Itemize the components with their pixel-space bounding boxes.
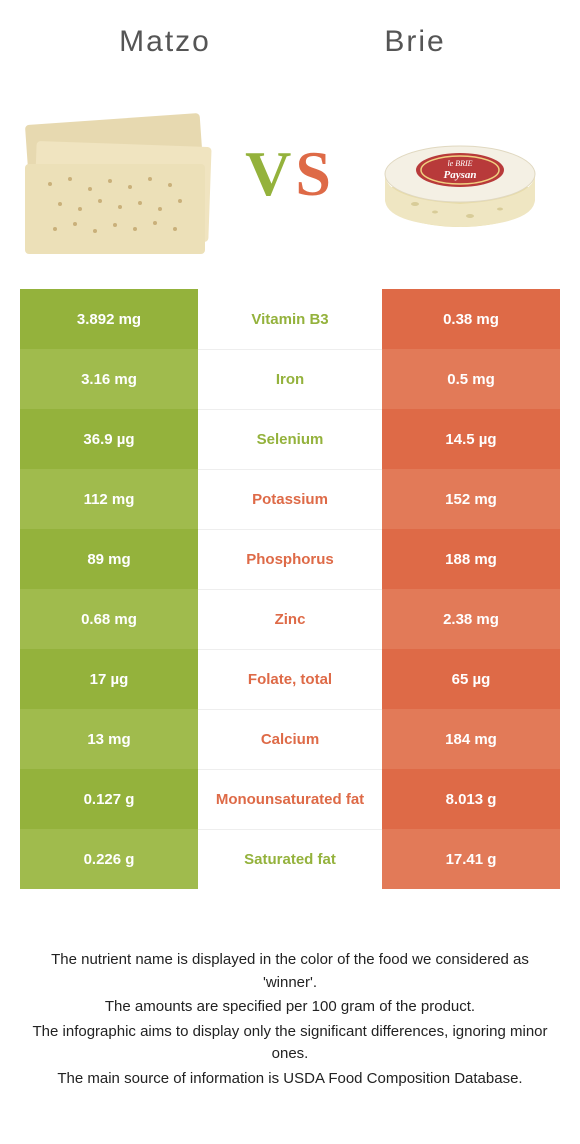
vs-s-letter: S (295, 138, 335, 209)
table-row: 112 mgPotassium152 mg (20, 469, 560, 529)
food-name-right: Brie (290, 25, 540, 59)
nutrient-name: Zinc (198, 589, 382, 649)
value-left: 112 mg (20, 469, 198, 529)
footer-line-1: The nutrient name is displayed in the co… (30, 949, 550, 994)
footer-text: The nutrient name is displayed in the co… (10, 889, 570, 1112)
value-left: 89 mg (20, 529, 198, 589)
table-row: 0.226 gSaturated fat17.41 g (20, 829, 560, 889)
nutrient-name: Phosphorus (198, 529, 382, 589)
nutrient-name: Potassium (198, 469, 382, 529)
footer-line-4: The main source of information is USDA F… (30, 1068, 550, 1091)
value-left: 0.226 g (20, 829, 198, 889)
value-left: 0.68 mg (20, 589, 198, 649)
nutrient-table: 3.892 mgVitamin B30.38 mg3.16 mgIron0.5 … (10, 289, 570, 889)
value-right: 0.38 mg (382, 289, 560, 349)
nutrient-name: Iron (198, 349, 382, 409)
value-right: 152 mg (382, 469, 560, 529)
food-name-left: Matzo (40, 25, 290, 59)
svg-text:Paysan: Paysan (444, 169, 477, 181)
value-right: 0.5 mg (382, 349, 560, 409)
table-row: 17 µgFolate, total65 µg (20, 649, 560, 709)
nutrient-name: Monounsaturated fat (198, 769, 382, 829)
value-left: 0.127 g (20, 769, 198, 829)
table-row: 13 mgCalcium184 mg (20, 709, 560, 769)
header-row: Matzo Brie (10, 10, 570, 69)
value-right: 8.013 g (382, 769, 560, 829)
nutrient-name: Calcium (198, 709, 382, 769)
table-row: 3.892 mgVitamin B30.38 mg (20, 289, 560, 349)
nutrient-name: Selenium (198, 409, 382, 469)
table-row: 3.16 mgIron0.5 mg (20, 349, 560, 409)
value-left: 3.892 mg (20, 289, 198, 349)
footer-line-2: The amounts are specified per 100 gram o… (30, 996, 550, 1019)
svg-text:le BRIE: le BRIE (447, 159, 472, 168)
value-left: 13 mg (20, 709, 198, 769)
value-right: 188 mg (382, 529, 560, 589)
vs-badge: VS (245, 137, 335, 211)
value-left: 36.9 µg (20, 409, 198, 469)
matzo-image (20, 89, 220, 259)
table-row: 0.127 gMonounsaturated fat8.013 g (20, 769, 560, 829)
value-right: 17.41 g (382, 829, 560, 889)
value-right: 65 µg (382, 649, 560, 709)
nutrient-name: Vitamin B3 (198, 289, 382, 349)
vs-v-letter: V (245, 138, 295, 209)
images-row: VS le BRIE Paysan (10, 69, 570, 289)
nutrient-name: Saturated fat (198, 829, 382, 889)
table-row: 0.68 mgZinc2.38 mg (20, 589, 560, 649)
table-row: 89 mgPhosphorus188 mg (20, 529, 560, 589)
nutrient-name: Folate, total (198, 649, 382, 709)
table-row: 36.9 µgSelenium14.5 µg (20, 409, 560, 469)
value-right: 184 mg (382, 709, 560, 769)
brie-image: le BRIE Paysan (360, 89, 560, 259)
value-left: 3.16 mg (20, 349, 198, 409)
value-right: 14.5 µg (382, 409, 560, 469)
footer-line-3: The infographic aims to display only the… (30, 1021, 550, 1066)
value-right: 2.38 mg (382, 589, 560, 649)
value-left: 17 µg (20, 649, 198, 709)
